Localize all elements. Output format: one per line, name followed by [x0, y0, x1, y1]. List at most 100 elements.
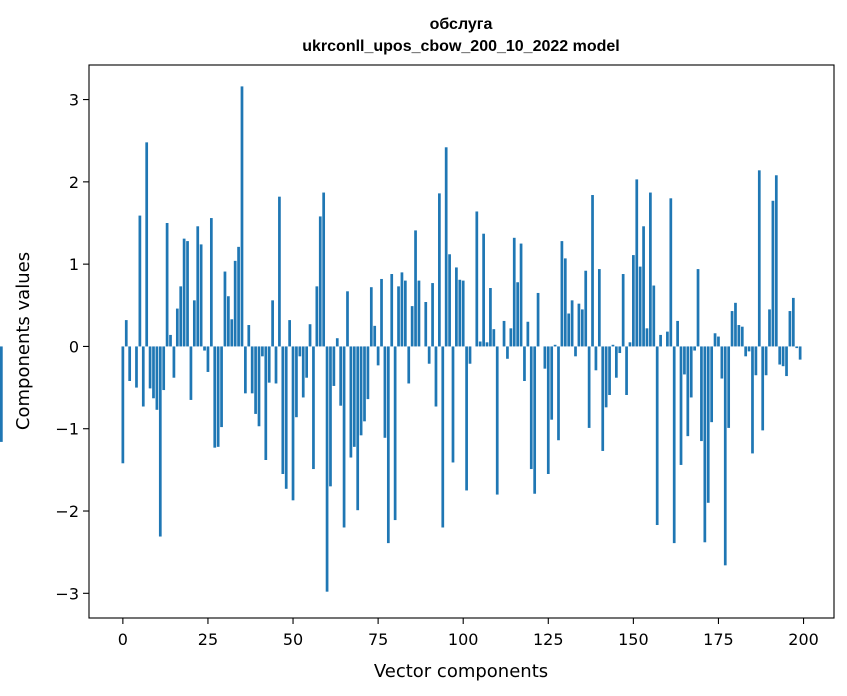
bar: [502, 320, 506, 347]
bar: [689, 346, 693, 398]
bar: [604, 346, 608, 408]
bar: [744, 346, 748, 357]
bar: [135, 346, 138, 388]
bar: [209, 218, 213, 347]
bar: [591, 195, 594, 347]
bar: [305, 346, 308, 378]
bar: [523, 346, 526, 381]
bar: [158, 346, 162, 537]
chart-title-line1: обслуга: [430, 16, 493, 33]
bar: [390, 274, 394, 347]
bar: [495, 346, 499, 495]
bar: [492, 329, 496, 347]
bar: [563, 258, 567, 347]
bar: [424, 302, 428, 347]
bar: [723, 346, 727, 566]
bar: [444, 147, 448, 347]
bar: [339, 346, 343, 406]
bar: [574, 346, 577, 357]
bar: [652, 285, 656, 347]
bar: [138, 215, 142, 347]
bar: [264, 346, 268, 460]
bar: [645, 328, 649, 347]
bar: [550, 346, 554, 420]
bar: [774, 175, 778, 347]
bar: [577, 303, 581, 347]
bar: [717, 336, 720, 347]
x-tick-label: 150: [618, 630, 649, 649]
bar: [162, 346, 166, 391]
bar: [764, 346, 768, 376]
bar: [560, 241, 564, 347]
x-axis-ticks: 0 25 50 75 100 125 150 175 200: [118, 618, 819, 649]
bar: [570, 300, 574, 347]
bar: [271, 300, 274, 347]
bar: [713, 333, 717, 347]
bar: [567, 313, 571, 347]
bar: [700, 346, 703, 442]
bar: [0, 346, 3, 442]
bar: [659, 334, 662, 347]
bar: [203, 346, 206, 351]
bar: [196, 226, 200, 347]
bar: [465, 346, 468, 491]
bar: [478, 341, 482, 347]
x-tick-label: 100: [448, 630, 479, 649]
bar: [220, 346, 223, 428]
bar: [506, 346, 509, 359]
y-tick-label: 2: [69, 173, 79, 192]
bar: [165, 223, 169, 347]
bar: [155, 346, 159, 410]
bar: [737, 325, 741, 347]
bar: [141, 346, 145, 407]
bar: [342, 346, 346, 528]
bar: [325, 346, 329, 592]
bar: [727, 346, 731, 428]
bar: [186, 241, 189, 347]
bar: [335, 338, 339, 347]
bar: [315, 286, 319, 347]
bar: [614, 346, 618, 378]
bar: [278, 196, 281, 347]
bar: [414, 230, 417, 347]
bar: [482, 233, 485, 347]
bar: [557, 346, 560, 441]
bar: [247, 325, 251, 347]
bar: [182, 238, 186, 347]
bar: [791, 297, 795, 347]
bar: [237, 246, 240, 347]
bar: [625, 346, 628, 395]
chart-title-line2: ukrconll_upos_cbow_200_10_2022 model: [302, 38, 619, 55]
bar: [298, 346, 302, 357]
bar: [693, 346, 696, 351]
bar: [373, 325, 377, 347]
bar: [152, 346, 155, 399]
bar: [233, 260, 237, 347]
bar: [206, 346, 210, 372]
bar: [407, 346, 411, 384]
bar: [329, 346, 332, 487]
bar: [417, 280, 421, 347]
bar: [230, 319, 234, 347]
bar: [526, 321, 530, 347]
bar: [795, 346, 799, 349]
bar: [781, 346, 785, 367]
bar: [747, 346, 751, 352]
bar: [322, 192, 326, 347]
bar: [216, 346, 220, 447]
bar: [192, 300, 196, 347]
bar: [740, 326, 744, 347]
bar: [768, 309, 771, 347]
bar: [710, 346, 714, 423]
bar: [754, 346, 758, 376]
bar: [778, 346, 782, 365]
bar: [632, 255, 635, 347]
bar: [771, 200, 775, 347]
bar: [553, 344, 557, 347]
bar: [145, 142, 149, 347]
x-tick-label: 175: [703, 630, 734, 649]
bar: [128, 346, 132, 381]
bar: [376, 346, 380, 366]
y-tick-label: −2: [55, 502, 79, 521]
